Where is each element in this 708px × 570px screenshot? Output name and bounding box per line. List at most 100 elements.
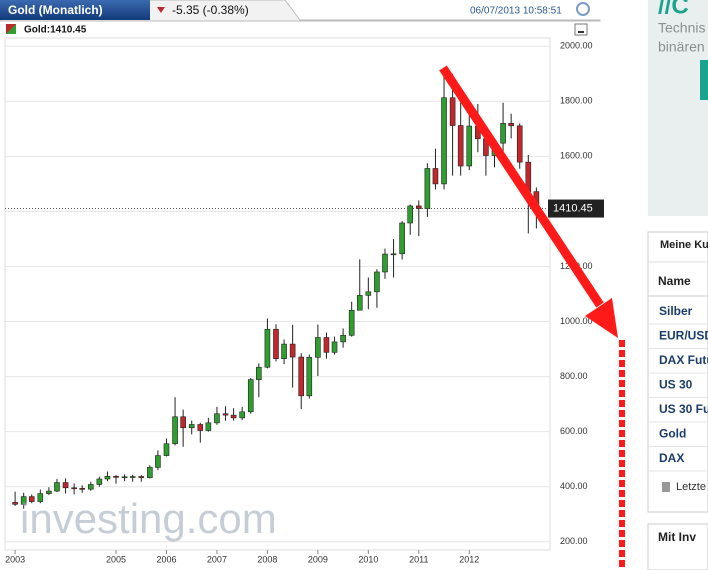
candle-body: [180, 416, 186, 429]
last-price-box: [548, 199, 604, 218]
candle-body: [424, 168, 431, 209]
candle-body: [54, 482, 60, 492]
candle-body: [348, 309, 355, 336]
candle-body: [12, 502, 18, 505]
y-tick-label: 800.00: [560, 371, 588, 381]
candle-body: [365, 291, 372, 296]
candle-body: [323, 337, 330, 353]
candle-body: [356, 295, 363, 311]
watchlist-item[interactable]: US 30 Fu: [659, 402, 708, 416]
price-change: -5.35 (-0.38%): [172, 3, 249, 17]
watchlist-item[interactable]: Silber: [659, 304, 693, 318]
candle-body: [331, 341, 338, 353]
banner-line: Technis: [658, 20, 705, 36]
candle-body: [457, 125, 464, 167]
candle-body: [87, 484, 94, 490]
candle-body: [382, 253, 388, 273]
candle-body: [163, 443, 170, 456]
watchlist-items: Silber EUR/USD DAX Futu US 30 US 30 Fu Gold DA…: [648, 304, 708, 472]
y-tick-label: 1800.00: [560, 96, 593, 106]
footer-link[interactable]: Letzte: [676, 481, 706, 493]
candle-body: [121, 476, 128, 479]
candle-body: [441, 97, 447, 185]
watchlist-tab[interactable]: Meine Ku: [660, 239, 708, 251]
x-tick-label: 2012: [459, 554, 479, 564]
candle-body: [155, 455, 161, 468]
trash-icon: [662, 482, 670, 492]
candle-body: [449, 97, 456, 126]
candle-body: [306, 357, 313, 397]
down-icon: [157, 7, 165, 13]
y-tick-label: 200.00: [560, 536, 588, 546]
candle-body: [340, 334, 346, 343]
x-tick-label: 2011: [409, 554, 428, 564]
title-tab[interactable]: [0, 0, 150, 20]
candle-body: [264, 328, 271, 368]
candle-body: [415, 205, 422, 209]
plot: 200.00400.00600.00800.001000.001200.0014…: [5, 41, 604, 564]
candle-body: [516, 125, 523, 163]
candle-body: [172, 416, 178, 445]
banner-line: binären: [658, 39, 705, 55]
watchlist-item[interactable]: EUR/USD: [659, 329, 708, 343]
settings-icon[interactable]: [576, 2, 590, 16]
candle-body: [298, 356, 305, 397]
x-tick-label: 2010: [358, 554, 378, 564]
candle-body: [62, 482, 69, 489]
candle-body: [37, 493, 44, 502]
watchlist-item[interactable]: DAX: [659, 451, 684, 465]
banner[interactable]: [648, 0, 708, 216]
x-tick-label: 2009: [308, 554, 328, 564]
candle-body: [20, 496, 27, 505]
candle-body: [273, 328, 279, 359]
candle-body: [214, 413, 220, 424]
candle-body: [281, 343, 287, 359]
watchlist-item[interactable]: US 30: [659, 378, 693, 392]
candle-body: [71, 487, 77, 490]
candle-body: [129, 476, 136, 478]
candle-body: [205, 422, 212, 431]
candle-body: [315, 337, 321, 358]
candle-body: [508, 123, 514, 127]
x-tick-label: 2007: [207, 554, 227, 564]
candle-body: [96, 478, 103, 485]
y-tick-label: 1600.00: [560, 151, 593, 161]
plot-area: [4, 37, 551, 551]
x-tick-label: 2005: [106, 554, 126, 564]
watchlist-panel: [647, 231, 708, 513]
candle-body: [138, 476, 145, 478]
candle-body: [188, 424, 195, 429]
banner-mark: [700, 60, 708, 100]
candle-body: [197, 424, 204, 431]
candle-body: [79, 488, 86, 490]
candle-body: [374, 271, 380, 293]
candle-body: [399, 222, 405, 255]
candle-body: [230, 414, 237, 419]
candle-body: [407, 205, 414, 224]
candle-body: [113, 475, 119, 478]
watchlist-item[interactable]: Gold: [659, 427, 686, 441]
candle-body: [222, 413, 229, 416]
legend-swatch-red: [6, 24, 16, 34]
candle-body: [239, 411, 245, 419]
x-tick-label: 2003: [5, 554, 25, 564]
candle-body: [28, 496, 35, 502]
candle-body: [432, 168, 439, 185]
candle-body: [390, 253, 397, 256]
x-tick-label: 2006: [156, 554, 176, 564]
candle-body: [289, 343, 296, 358]
arrow-head: [585, 298, 618, 338]
timestamp: 06/07/2013 10:58:51: [470, 6, 562, 17]
watermark: investing.com: [20, 495, 277, 542]
legend-text: Gold:1410.45: [24, 25, 87, 36]
candle-body: [466, 125, 473, 167]
candle-body: [46, 490, 52, 494]
candle-body: [147, 467, 153, 478]
annotation-arrow: [439, 65, 604, 308]
minimize-button[interactable]: [574, 23, 588, 36]
candle-body: [256, 366, 262, 380]
watchlist-item[interactable]: DAX Futu: [659, 353, 708, 367]
next-section-title: Mit Inv: [658, 530, 696, 544]
